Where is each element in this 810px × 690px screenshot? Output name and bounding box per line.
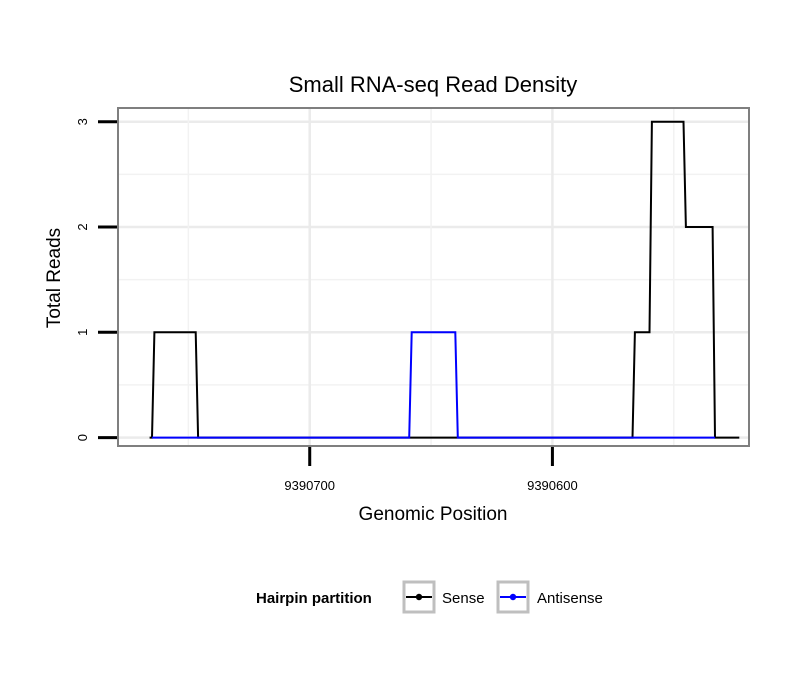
y-tick-label: 2: [75, 223, 90, 230]
y-axis: 0 1 2 3: [75, 118, 117, 441]
plot-border: [117, 107, 750, 447]
plot-background: [118, 108, 749, 446]
legend-item-sense: Sense: [402, 580, 485, 614]
series-lines: [149, 120, 740, 439]
y-axis-title: Total Reads: [44, 228, 65, 328]
legend-item-antisense: Antisense: [496, 580, 603, 614]
series-line-antisense: [152, 331, 715, 439]
y-tick-label: 1: [75, 329, 90, 336]
x-tick-label: 9390700: [284, 478, 335, 493]
legend-label-sense: Sense: [442, 590, 485, 607]
legend-title: Hairpin partition: [256, 590, 372, 607]
x-axis-title: Genomic Position: [359, 504, 508, 525]
y-tick-label: 0: [75, 434, 90, 441]
legend-label-antisense: Antisense: [537, 590, 603, 607]
legend: Hairpin partition Sense Antisense: [256, 580, 603, 614]
y-tick-label: 3: [75, 118, 90, 125]
legend-key-dot-antisense: [509, 593, 517, 601]
x-axis: 9390700 9390600: [284, 447, 578, 493]
legend-key-dot-sense: [415, 593, 423, 601]
x-tick-label: 9390600: [527, 478, 578, 493]
chart-title: Small RNA-seq Read Density: [289, 72, 578, 97]
